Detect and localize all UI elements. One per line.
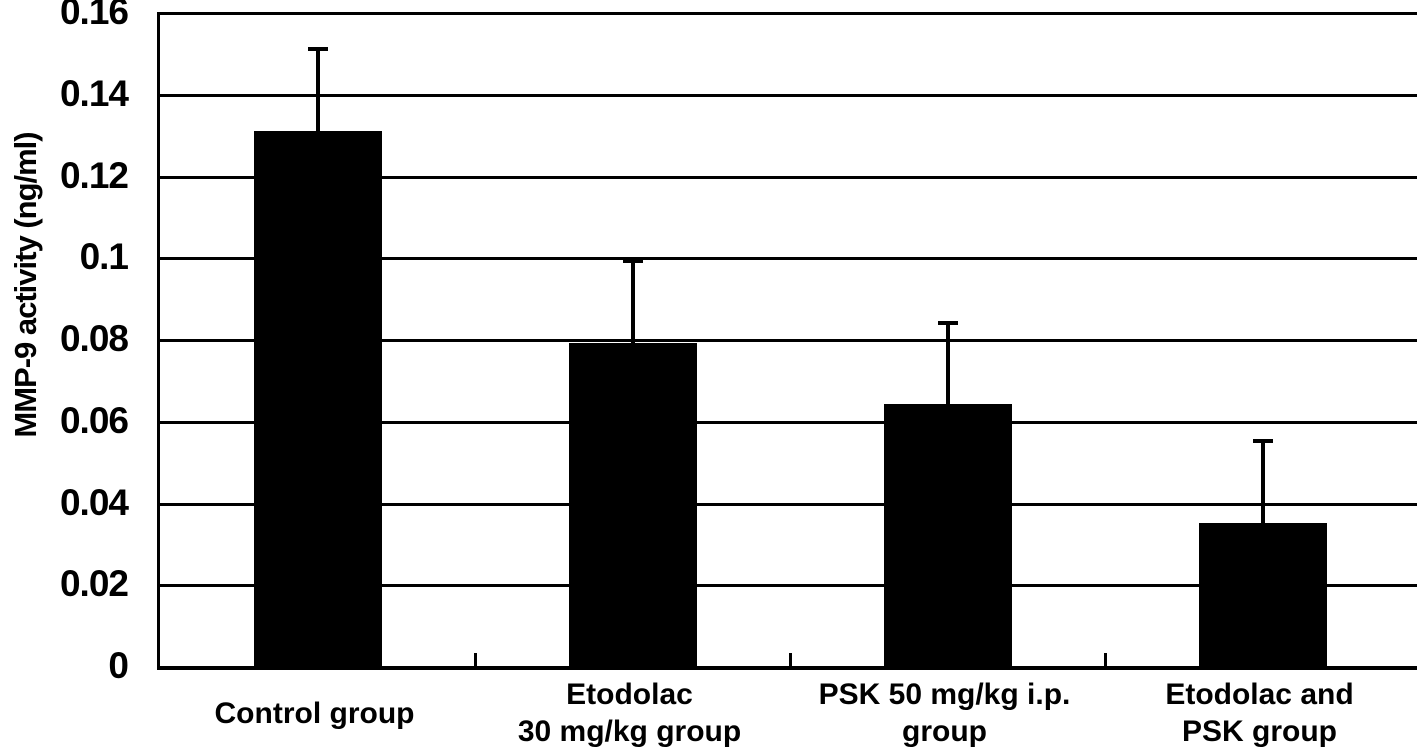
y-tick-label: 0.1 <box>79 236 129 278</box>
error-bar-stem <box>945 322 950 405</box>
x-axis-tick <box>788 653 792 666</box>
error-bar-stem <box>630 261 635 344</box>
gridline <box>160 420 1417 424</box>
bar-3 <box>883 404 1012 666</box>
y-tick-label: 0 <box>108 645 129 686</box>
x-category-label-line: Etodolac <box>566 678 693 711</box>
x-axis-tick <box>473 653 477 666</box>
x-axis-tick <box>1103 653 1107 666</box>
x-category-label-1: Control group <box>157 672 472 754</box>
y-tick-label: 0.02 <box>59 563 129 605</box>
x-category-label-line: PSK group <box>1182 715 1337 748</box>
gridline <box>160 175 1417 179</box>
x-category-label-3: PSK 50 mg/kg i.p. group <box>787 672 1102 754</box>
y-tick-label: 0.16 <box>59 0 129 32</box>
x-category-label-line: Etodolac and <box>1165 678 1354 711</box>
x-category-label-line: Control group <box>214 696 415 730</box>
error-bar-cap <box>937 320 958 325</box>
x-category-label-line: PSK 50 mg/kg i.p. <box>818 678 1071 711</box>
gridline <box>160 339 1417 342</box>
error-bar-stem <box>315 48 320 131</box>
x-category-label-2: Etodolac 30 mg/kg group <box>472 672 787 754</box>
bar-2 <box>568 343 697 666</box>
gridline <box>160 584 1417 588</box>
gridline <box>160 257 1417 261</box>
x-category-label-line: group <box>902 715 987 748</box>
y-tick-label: 0.12 <box>59 154 129 196</box>
bar-4 <box>1198 522 1327 666</box>
error-bar-stem <box>1260 441 1265 523</box>
error-bar-cap <box>622 259 643 264</box>
error-bar-cap <box>307 46 328 51</box>
gridline <box>160 502 1417 506</box>
x-category-label-4: Etodolac and PSK group <box>1102 672 1417 754</box>
y-tick-label: 0.04 <box>59 481 129 523</box>
x-category-label-line: 30 mg/kg group <box>517 715 742 748</box>
error-bar-cap <box>1252 439 1273 444</box>
y-tick-label: 0.14 <box>59 72 129 114</box>
gridline <box>160 93 1417 97</box>
y-tick-label: 0.06 <box>59 399 129 441</box>
plot-area <box>157 12 1417 670</box>
bar-1 <box>253 130 382 666</box>
y-tick-label: 0.08 <box>59 318 129 359</box>
gridline <box>160 12 1417 15</box>
